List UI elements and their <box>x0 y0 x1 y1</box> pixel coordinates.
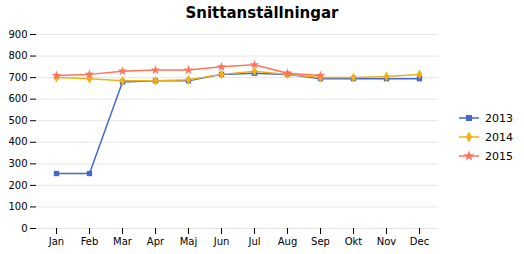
svg-text:Mar: Mar <box>113 236 133 247</box>
svg-text:Sep: Sep <box>311 236 330 247</box>
svg-text:Aug: Aug <box>278 236 298 247</box>
svg-text:200: 200 <box>8 180 27 191</box>
svg-text:500: 500 <box>8 115 27 126</box>
svg-text:Feb: Feb <box>81 236 99 247</box>
svg-text:0: 0 <box>21 223 27 234</box>
svg-text:Dec: Dec <box>410 236 429 247</box>
svg-text:600: 600 <box>8 93 27 104</box>
html-text:2014: 2014 <box>485 130 513 144</box>
html-text:2015: 2015 <box>485 149 513 163</box>
svg-text:100: 100 <box>8 201 27 212</box>
svg-text:Jul: Jul <box>247 236 260 247</box>
svg-text:Nov: Nov <box>377 236 397 247</box>
svg-text:800: 800 <box>8 50 27 61</box>
svg-text:Apr: Apr <box>147 236 165 247</box>
svg-text:Jan: Jan <box>48 236 64 247</box>
html-text:2013: 2013 <box>485 111 513 125</box>
svg-text:Okt: Okt <box>345 236 363 247</box>
svg-text:Maj: Maj <box>180 236 198 247</box>
svg-text:900: 900 <box>8 29 27 40</box>
svg-text:Jun: Jun <box>213 236 230 247</box>
svg-text:700: 700 <box>8 72 27 83</box>
html-text:Snittanställningar: Snittanställningar <box>185 4 339 22</box>
svg-text:300: 300 <box>8 158 27 169</box>
svg-text:400: 400 <box>8 136 27 147</box>
